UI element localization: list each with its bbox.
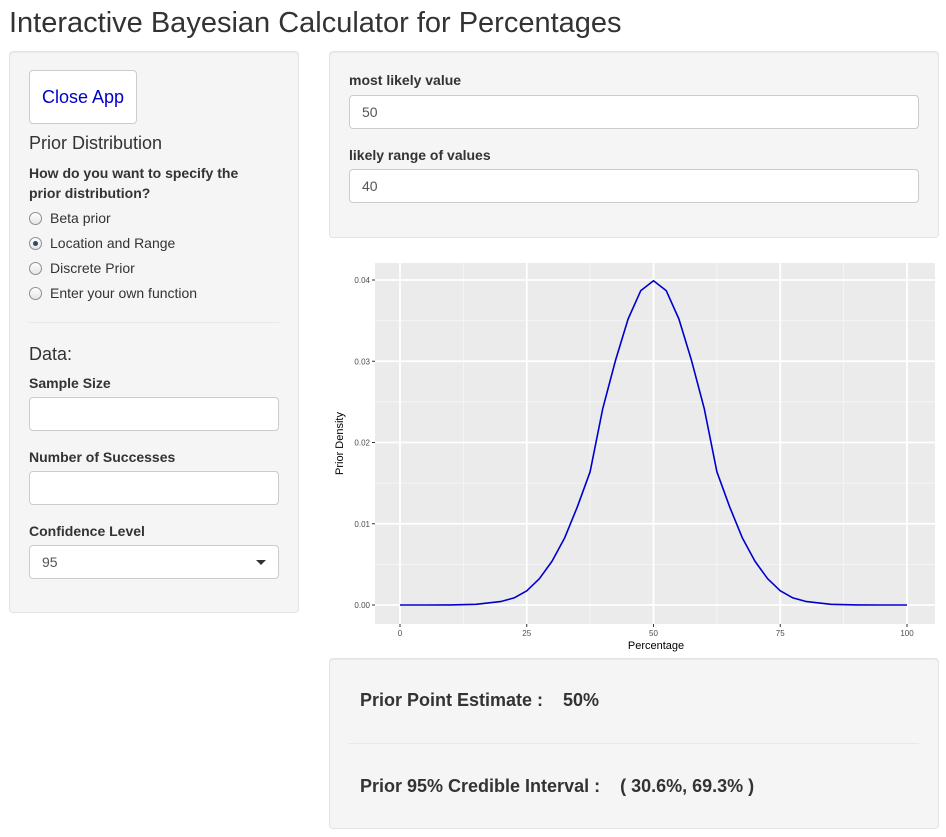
results-panel: Prior Point Estimate : 50% Prior 95% Cre…	[329, 658, 939, 829]
confidence-level-value: 95	[42, 554, 58, 570]
close-app-button[interactable]: Close App	[29, 70, 137, 124]
radio-discrete-prior[interactable]: Discrete Prior	[29, 258, 135, 278]
radio-beta-prior[interactable]: Beta prior	[29, 208, 111, 228]
x-axis-title: Percentage	[628, 640, 684, 652]
radio-button-selected-icon[interactable]	[29, 236, 42, 250]
x-tick-label: 75	[776, 629, 785, 638]
radio-button-icon[interactable]	[29, 211, 42, 225]
chart-panel	[375, 263, 935, 624]
prior-density-chart: 0 25 50 75 100 0.00 0.01 0.02 0.03 0.04 Percentag…	[329, 255, 939, 655]
radio-label: Location and Range	[50, 235, 176, 251]
sample-size-label: Sample Size	[29, 375, 111, 391]
radio-location-range[interactable]: Location and Range	[29, 233, 175, 253]
credible-interval-text: Prior 95% Credible Interval : ( 30.6%, 6…	[360, 776, 755, 796]
point-estimate-text: Prior Point Estimate : 50%	[360, 690, 600, 710]
prior-density-line	[400, 280, 907, 606]
most-likely-label: most likely value	[349, 72, 462, 88]
sidebar-panel: Close App Prior Distribution How do you …	[9, 51, 299, 613]
y-tick-label: 0.01	[354, 520, 370, 529]
radio-button-icon[interactable]	[29, 261, 42, 275]
radio-label: Beta prior	[50, 210, 111, 226]
chart-ticks: 0 25 50 75 100 0.00 0.01 0.02 0.03 0.04	[354, 276, 914, 638]
successes-label: Number of Successes	[29, 449, 176, 465]
confidence-level-select[interactable]: 95	[29, 545, 279, 579]
results-divider	[349, 743, 919, 744]
prior-parameters-panel: most likely value 50 likely range of val…	[329, 51, 939, 238]
x-tick-label: 25	[522, 629, 531, 638]
x-tick-label: 100	[900, 629, 914, 638]
app-title: Interactive Bayesian Calculator for Perc…	[9, 7, 622, 39]
y-axis-title: Prior Density	[334, 412, 346, 475]
y-tick-label: 0.02	[354, 439, 370, 448]
sample-size-input[interactable]	[29, 397, 279, 431]
x-tick-label: 50	[649, 629, 658, 638]
prior-distribution-heading: Prior Distribution	[29, 133, 163, 153]
prior-question-label: How do you want to specify the prior dis…	[29, 163, 238, 203]
x-tick-label: 0	[398, 629, 403, 638]
likely-range-label: likely range of values	[349, 147, 491, 163]
radio-button-icon[interactable]	[29, 286, 42, 300]
data-heading: Data:	[29, 344, 73, 364]
radio-label: Enter your own function	[50, 285, 198, 301]
most-likely-input[interactable]: 50	[349, 95, 919, 129]
radio-own-function[interactable]: Enter your own function	[29, 283, 197, 303]
successes-input[interactable]	[29, 471, 279, 505]
chart-svg: 0 25 50 75 100 0.00 0.01 0.02 0.03 0.04 Percentag…	[334, 263, 935, 652]
y-tick-label: 0.04	[354, 276, 370, 285]
y-tick-label: 0.00	[354, 601, 370, 610]
prior-question-line2: prior distribution?	[29, 185, 151, 201]
prior-question-line1: How do you want to specify the	[29, 165, 239, 181]
sidebar-divider	[29, 322, 279, 323]
confidence-level-label: Confidence Level	[29, 523, 145, 539]
likely-range-input[interactable]: 40	[349, 169, 919, 203]
chevron-down-icon[interactable]	[256, 559, 266, 565]
radio-label: Discrete Prior	[50, 260, 135, 276]
y-tick-label: 0.03	[354, 357, 370, 366]
